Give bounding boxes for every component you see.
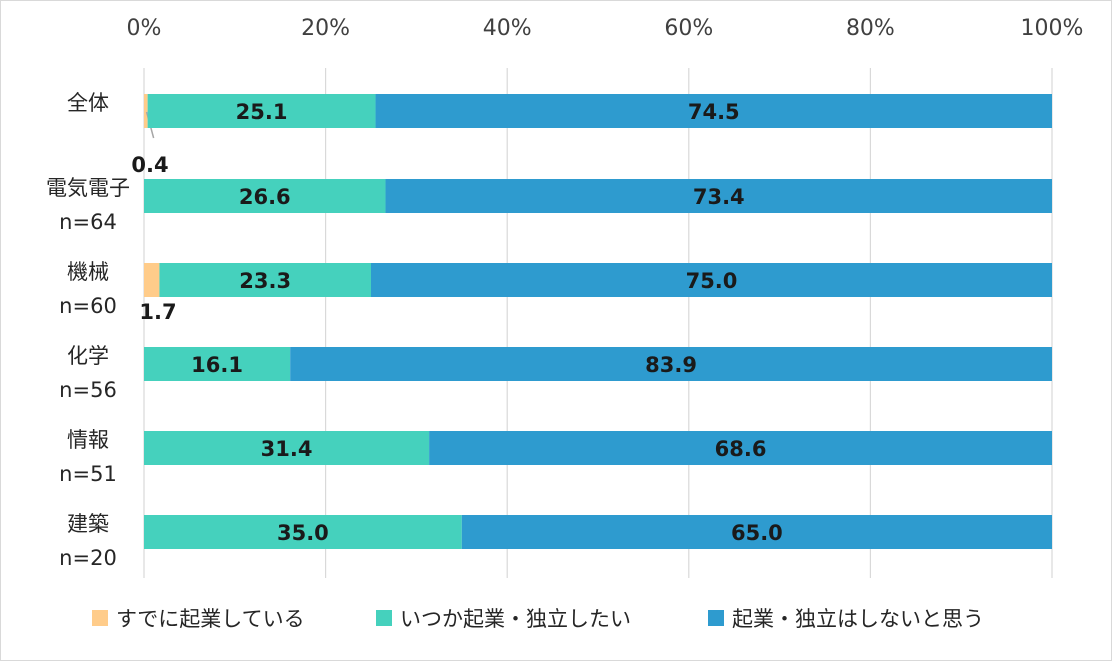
data-label: 31.4 xyxy=(261,437,313,461)
bar-segment xyxy=(144,347,291,381)
data-label: 16.1 xyxy=(191,353,243,377)
bar-segment xyxy=(385,179,1052,213)
legend-label: いつか起業・独立したい xyxy=(400,607,631,631)
bar-segment xyxy=(144,263,160,297)
bar-segment xyxy=(290,347,1052,381)
x-tick-label: 60% xyxy=(664,16,713,41)
x-tick-label: 100% xyxy=(1021,16,1084,41)
bar-segment xyxy=(429,431,1052,465)
data-label: 74.5 xyxy=(688,100,740,124)
bar-segment xyxy=(159,263,371,297)
data-label: 75.0 xyxy=(686,269,738,293)
bar-segment xyxy=(375,94,1052,128)
bar-segment xyxy=(144,431,430,465)
legend-label: 起業・独立はしないと思う xyxy=(732,607,984,631)
category-label: 情報 xyxy=(67,428,109,452)
data-label: 0.4 xyxy=(131,153,168,177)
data-label: 73.4 xyxy=(693,185,745,209)
bar-segment xyxy=(144,179,386,213)
category-n-label: n=60 xyxy=(59,294,117,318)
data-label: 68.6 xyxy=(715,437,767,461)
category-label: 全体 xyxy=(67,91,109,115)
category-label: 機械 xyxy=(67,260,109,284)
category-n-label: n=64 xyxy=(59,210,117,234)
data-label: 26.6 xyxy=(239,185,291,209)
legend-label: すでに起業している xyxy=(116,607,305,631)
category-label: 電気電子 xyxy=(46,176,130,200)
category-label: 建築 xyxy=(67,512,109,536)
x-tick-label: 80% xyxy=(846,16,895,41)
bar-segment xyxy=(461,515,1052,549)
x-tick-label: 20% xyxy=(301,16,350,41)
legend-swatch xyxy=(376,610,392,626)
category-n-label: n=56 xyxy=(59,378,117,402)
category-label: 化学 xyxy=(67,344,109,368)
data-label: 35.0 xyxy=(277,521,329,545)
data-label: 65.0 xyxy=(731,521,783,545)
bar-segment xyxy=(147,94,376,128)
category-n-label: n=51 xyxy=(59,462,117,486)
bar-segment xyxy=(144,94,148,128)
legend-swatch xyxy=(92,610,108,626)
category-n-label: n=20 xyxy=(59,546,117,570)
legend-swatch xyxy=(708,610,724,626)
bar-segment xyxy=(144,515,462,549)
data-label: 23.3 xyxy=(239,269,291,293)
data-label: 1.7 xyxy=(139,300,176,324)
x-tick-label: 0% xyxy=(127,16,162,41)
x-tick-label: 40% xyxy=(483,16,532,41)
data-label: 83.9 xyxy=(645,353,697,377)
bar-segment xyxy=(371,263,1052,297)
data-label: 25.1 xyxy=(236,100,288,124)
